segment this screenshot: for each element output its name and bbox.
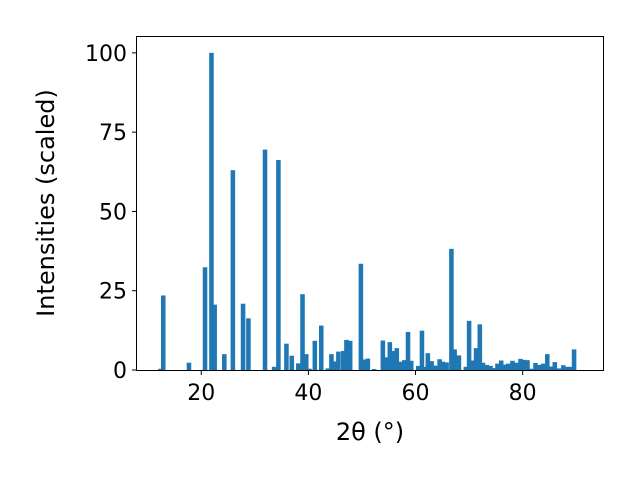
bar <box>545 354 550 370</box>
x-tick-label: 60 <box>402 381 430 406</box>
bar <box>484 364 490 370</box>
bar <box>340 350 346 370</box>
bar <box>415 365 421 370</box>
bar <box>552 362 558 370</box>
bar <box>358 263 364 370</box>
bar <box>525 360 530 370</box>
bar <box>491 368 497 370</box>
bar <box>505 363 511 370</box>
bar <box>405 331 411 370</box>
bar <box>513 362 519 370</box>
bar <box>466 320 472 370</box>
bar <box>312 340 318 370</box>
bar <box>303 354 309 370</box>
y-tick-label: 0 <box>113 359 127 384</box>
bar <box>571 349 577 370</box>
bar <box>230 170 236 370</box>
bar <box>536 364 542 370</box>
bar <box>480 362 486 370</box>
bar <box>398 361 403 370</box>
x-tick-label: 20 <box>187 381 215 406</box>
bar <box>212 304 217 370</box>
bar <box>295 363 301 370</box>
bar <box>473 348 479 370</box>
y-axis-ticks: 0 25 50 75 100 <box>85 42 137 384</box>
y-tick-label: 100 <box>85 42 127 67</box>
bar <box>276 160 281 370</box>
plot-frame <box>136 36 604 371</box>
bar <box>521 359 526 370</box>
bar <box>449 248 454 370</box>
bar <box>528 368 534 370</box>
bar <box>488 365 493 370</box>
bar <box>318 325 324 370</box>
bar <box>289 355 295 370</box>
bar <box>437 359 442 370</box>
bar <box>284 343 289 370</box>
bar <box>556 368 562 370</box>
bar <box>307 368 312 370</box>
y-axis-label: Intensities (scaled) <box>32 89 60 317</box>
bar <box>463 366 469 370</box>
bar <box>408 360 414 370</box>
bar <box>391 350 396 370</box>
bar <box>160 295 166 370</box>
bar <box>186 362 192 370</box>
bar <box>502 364 508 370</box>
bar <box>433 365 439 370</box>
y-tick-label: 75 <box>99 121 127 146</box>
bar <box>510 360 515 370</box>
x-tick-label: 40 <box>294 381 322 406</box>
bar <box>202 267 208 370</box>
bar <box>452 349 457 370</box>
bar <box>325 368 330 370</box>
bar <box>498 360 504 370</box>
bar <box>394 348 400 370</box>
bar <box>387 342 393 370</box>
bar <box>425 353 431 370</box>
bar <box>429 361 434 370</box>
bar <box>477 324 483 370</box>
bar <box>384 357 389 370</box>
bar <box>332 361 337 370</box>
bar <box>209 52 214 371</box>
bar <box>456 355 462 370</box>
bar <box>470 360 475 370</box>
bar <box>402 360 407 370</box>
bar <box>300 294 305 370</box>
bar <box>271 366 277 370</box>
bar <box>564 366 570 370</box>
bar <box>347 340 353 370</box>
bar <box>329 354 334 370</box>
bar <box>568 366 574 370</box>
bar <box>548 366 554 370</box>
bar <box>533 363 538 370</box>
bar-series <box>158 52 577 371</box>
bar <box>440 361 446 370</box>
bar <box>372 369 377 370</box>
bar <box>336 351 341 370</box>
bar <box>240 303 246 370</box>
bar <box>246 318 251 370</box>
bar <box>158 368 163 370</box>
x-tick-label: 80 <box>509 381 537 406</box>
bar <box>344 339 349 370</box>
bar <box>518 358 523 370</box>
bar <box>222 354 227 370</box>
bar <box>262 149 268 370</box>
y-tick-label: 25 <box>99 280 127 305</box>
bar <box>365 358 371 370</box>
bar <box>561 365 566 370</box>
bar <box>444 362 449 370</box>
bar <box>495 363 500 370</box>
bar <box>422 366 428 370</box>
bar <box>540 363 546 370</box>
y-tick-label: 50 <box>99 200 127 225</box>
x-axis-label: 2θ (°) <box>336 418 404 446</box>
bar <box>361 359 367 370</box>
x-axis-ticks: 20 40 60 80 <box>187 370 537 406</box>
bar <box>419 330 425 370</box>
bar <box>380 340 386 370</box>
